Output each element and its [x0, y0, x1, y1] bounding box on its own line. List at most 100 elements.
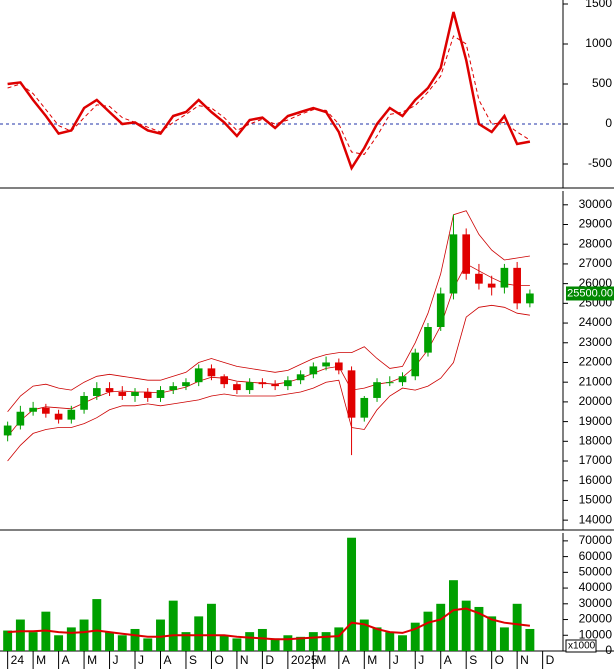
candle-body [54, 413, 63, 420]
y-tick-label: 21000 [579, 374, 613, 388]
y-tick-label: 27000 [579, 256, 613, 270]
volume-bar [181, 632, 191, 651]
x-tick-label: O [214, 653, 223, 667]
y-tick-label: 30000 [579, 197, 613, 211]
x-tick-label: O [495, 653, 504, 667]
y-tick-label: 26000 [579, 276, 613, 290]
x-tick-label: J [138, 653, 144, 667]
x-tick-label: D [546, 653, 555, 667]
volume-bar [194, 616, 204, 651]
y-tick-label: 60000 [579, 549, 613, 563]
candle-body [233, 384, 241, 391]
y-tick-label: 18000 [579, 433, 613, 447]
volume-bar [130, 628, 140, 651]
y-tick-label: 20000 [579, 394, 613, 408]
candle-body [131, 392, 139, 396]
y-tick-label: 1500 [585, 0, 612, 10]
candle-body [207, 368, 216, 377]
x-tick-label: M [316, 653, 326, 667]
x-tick-label: D [265, 653, 274, 667]
y-tick-label: 30000 [579, 596, 613, 610]
x-tick-label: A [342, 653, 350, 667]
y-tick-label: 15000 [579, 493, 613, 507]
candle-body [462, 234, 471, 274]
y-tick-label: 20000 [579, 612, 613, 626]
candle-body [322, 362, 330, 367]
volume-bar [270, 638, 280, 651]
y-tick-label: 19000 [579, 414, 613, 428]
volume-bar [143, 638, 153, 651]
x-tick-label: J [418, 653, 424, 667]
candle-body [360, 397, 369, 418]
volume-bar [283, 635, 293, 651]
volume-bar [410, 622, 420, 651]
candle-body [309, 366, 318, 375]
volume-bar [487, 616, 497, 651]
volume-bar [474, 606, 484, 651]
x-tick-label: N [240, 653, 249, 667]
x-tick-label: S [189, 653, 197, 667]
candle-body [258, 382, 267, 385]
x-tick-label: A [444, 653, 452, 667]
y-tick-label: 1000 [585, 36, 612, 50]
last-price-box [566, 286, 614, 301]
volume-bar [461, 600, 471, 651]
unit-box [565, 639, 597, 653]
candle-body [169, 386, 178, 391]
y-tick-label: 17000 [579, 453, 613, 467]
candle-body [424, 326, 432, 353]
y-tick-label: 16000 [579, 473, 613, 487]
x-tick-label: 2025 [291, 653, 318, 667]
volume-bar [423, 611, 433, 651]
x-tick-label: 24 [11, 653, 25, 667]
volume-bar [321, 632, 331, 651]
candle-body [245, 382, 254, 391]
band-line [7, 210, 530, 412]
candle-body [526, 293, 534, 304]
candle-body [411, 352, 420, 377]
x-tick-label: M [87, 653, 97, 667]
candle-body [334, 362, 343, 371]
candle-body [487, 283, 496, 288]
y-tick-label: -500 [588, 156, 612, 170]
volume-bar [206, 603, 216, 651]
volume-bar [117, 635, 127, 651]
volume-bar [448, 580, 458, 651]
oscillator-line [7, 11, 531, 171]
candle-body [3, 425, 12, 436]
volume-bar [66, 627, 76, 651]
candle-body [105, 388, 114, 393]
candle-body [271, 384, 279, 387]
volume-bar [499, 627, 509, 651]
candle-body [16, 411, 25, 426]
band-line [7, 304, 530, 462]
y-tick-label: 29000 [579, 217, 613, 231]
candle-body [220, 376, 229, 385]
volume-bar [3, 630, 13, 651]
y-tick-label: 0 [605, 643, 612, 657]
volume-bar [347, 537, 357, 651]
x-tick-label: J [393, 653, 399, 667]
candle-body [29, 407, 37, 412]
volume-bar [219, 635, 229, 651]
volume-bar [385, 632, 395, 651]
x-tick-label: N [520, 653, 529, 667]
candle-body [398, 376, 407, 383]
volume-bar [512, 603, 522, 651]
candle-body [513, 267, 521, 304]
candle-body [194, 368, 203, 383]
y-tick-label: 0 [605, 116, 612, 130]
x-tick-label: J [113, 653, 119, 667]
volume-ma-line [7, 607, 531, 641]
volume-bar [245, 632, 255, 651]
volume-bar [92, 599, 102, 651]
x-tick-label: M [36, 653, 46, 667]
y-tick-label: 23000 [579, 335, 613, 349]
x-tick-label: M [367, 653, 377, 667]
volume-bar [79, 619, 89, 651]
candle-body [475, 273, 483, 284]
candle-body [67, 409, 76, 420]
